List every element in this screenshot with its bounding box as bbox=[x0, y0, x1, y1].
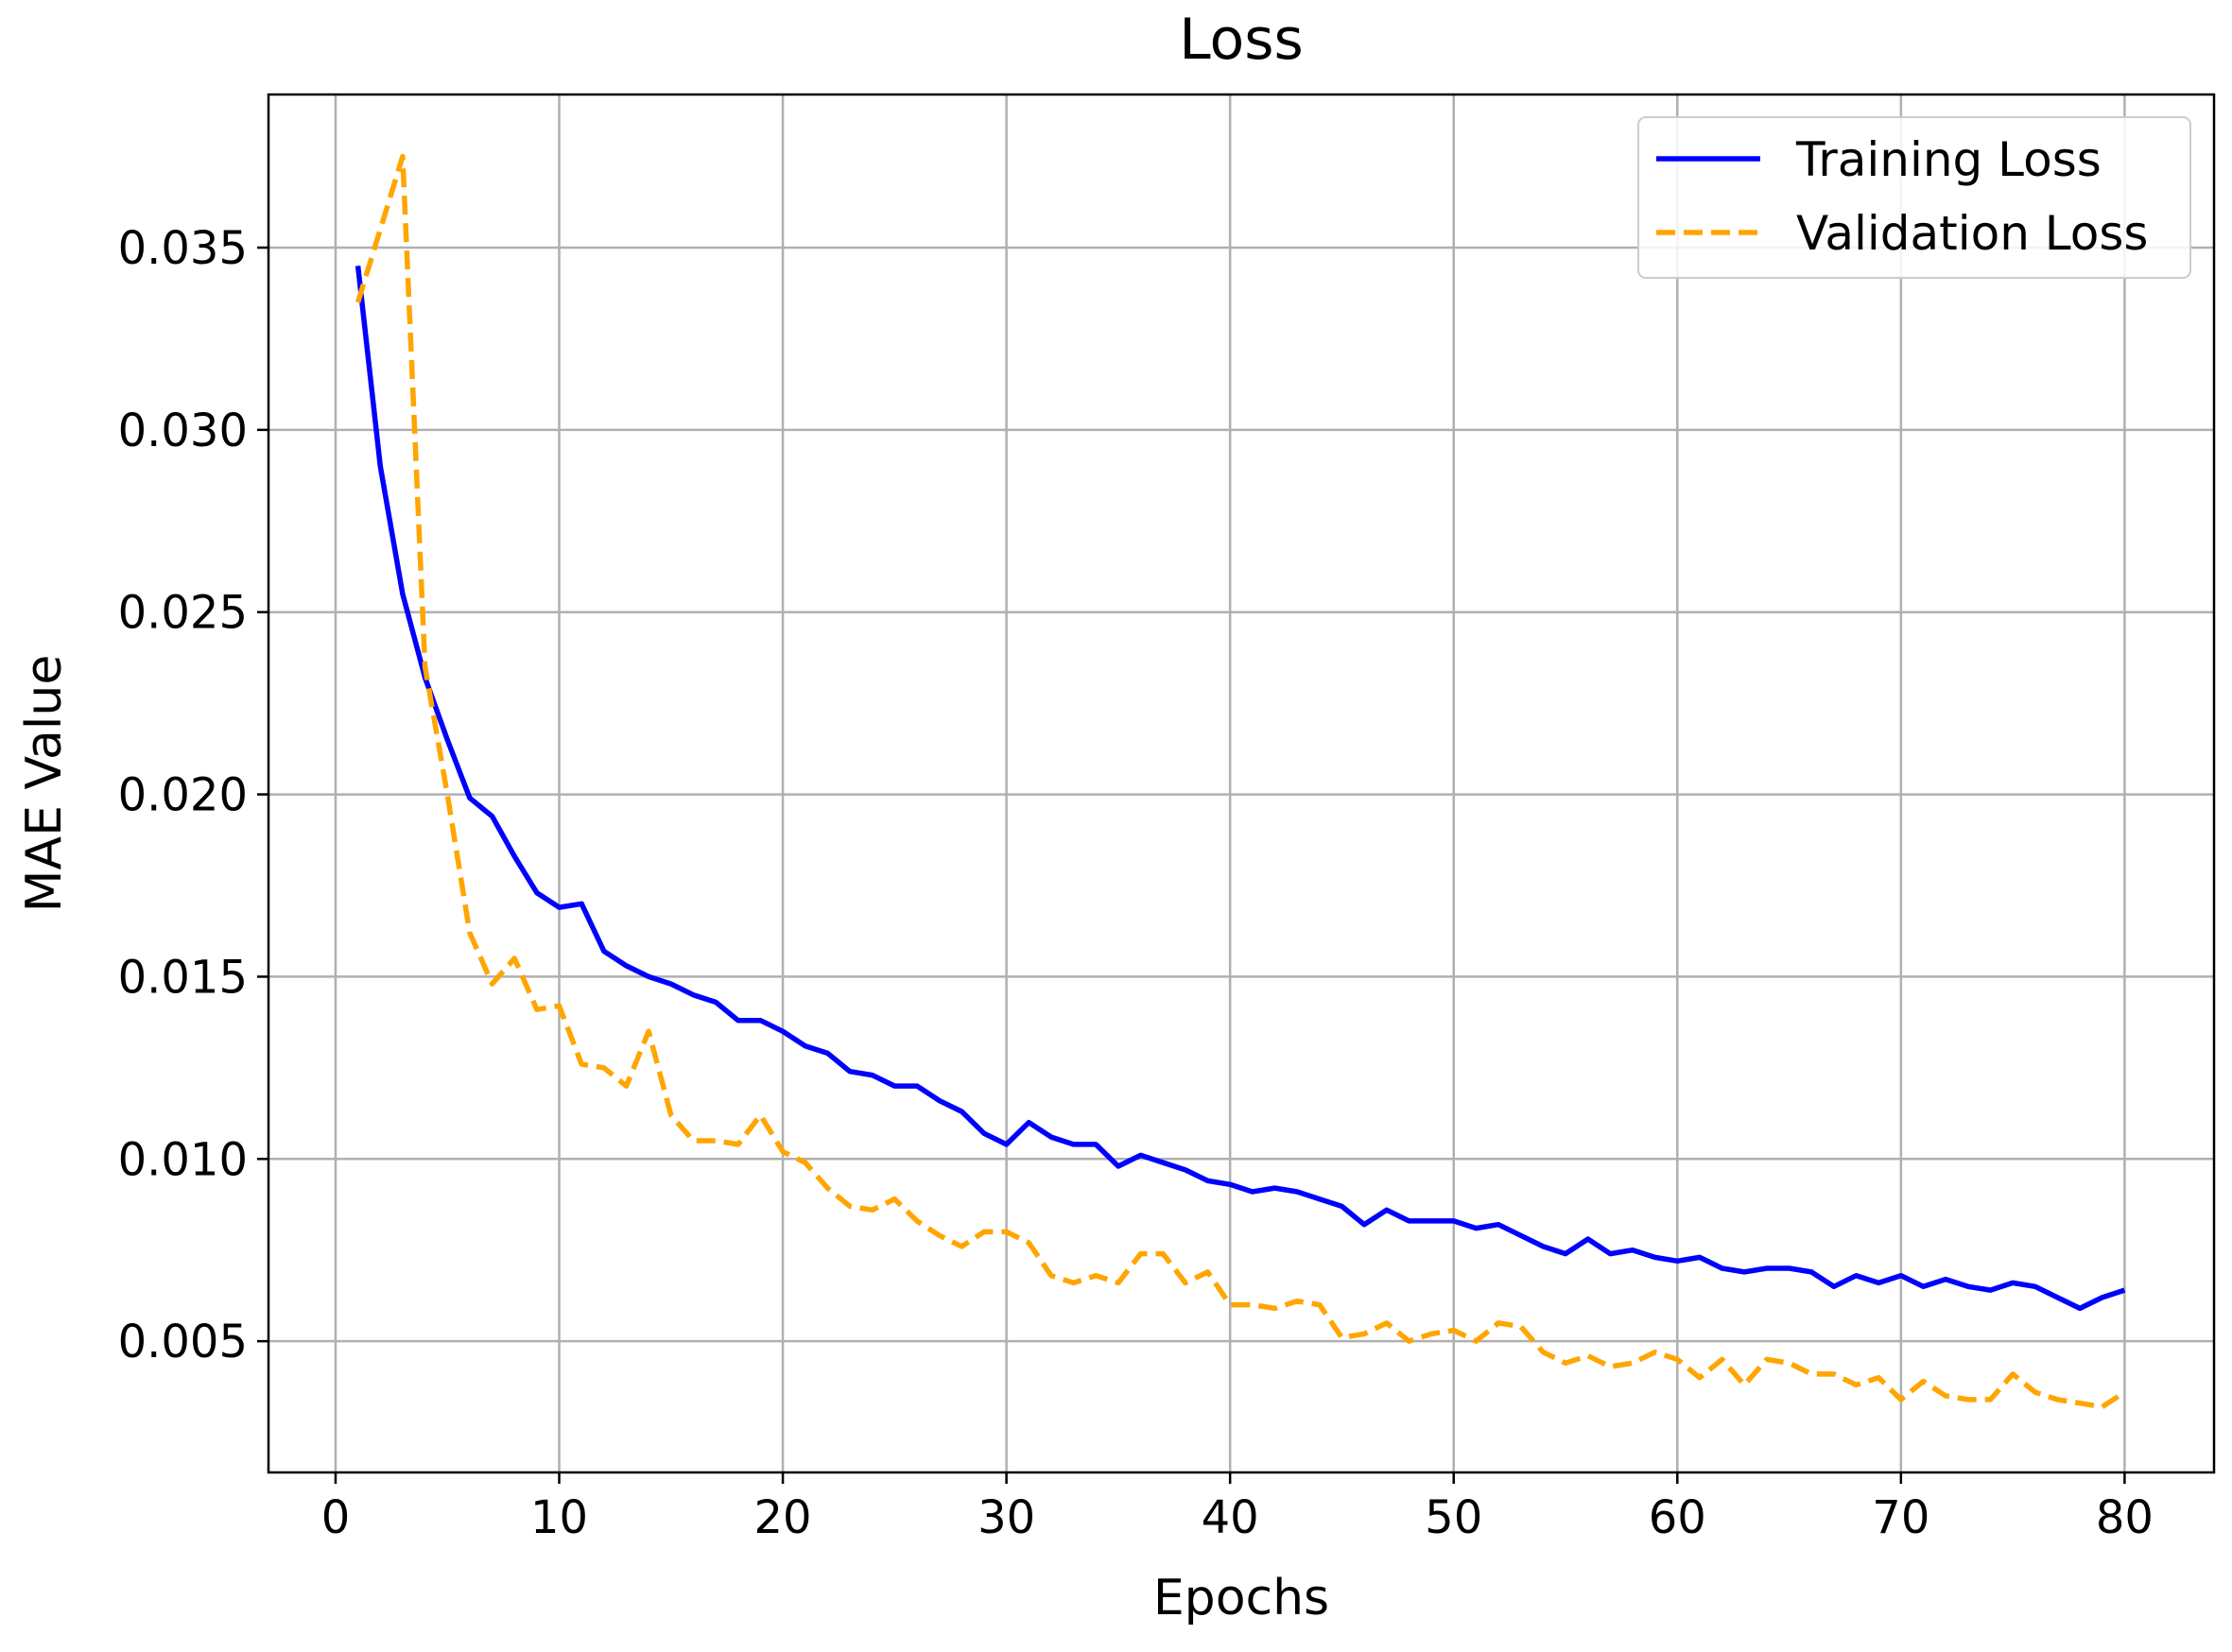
validation-loss-line bbox=[355, 153, 2126, 1410]
y-tick-label: 0.025 bbox=[118, 587, 248, 640]
plot-frame bbox=[267, 93, 2216, 1474]
legend-label-training-loss: Training Loss bbox=[1795, 132, 2102, 187]
x-tick-label: 80 bbox=[2096, 1491, 2154, 1544]
legend: Training Loss Validation Loss bbox=[1637, 116, 2191, 279]
y-tick-label: 0.015 bbox=[118, 951, 248, 1004]
y-tick-label: 0.005 bbox=[118, 1316, 248, 1368]
y-tick-label: 0.020 bbox=[118, 769, 248, 822]
x-tick-label: 10 bbox=[530, 1491, 588, 1544]
legend-box bbox=[1637, 116, 2191, 279]
x-axis-title: Epochs bbox=[1153, 1570, 1329, 1626]
y-axis-title: MAE Value bbox=[16, 655, 73, 913]
y-tick-label: 0.010 bbox=[118, 1133, 248, 1186]
y-tick-label: 0.030 bbox=[118, 404, 248, 457]
x-tick-label: 20 bbox=[754, 1491, 812, 1544]
legend-label-validation-loss: Validation Loss bbox=[1796, 206, 2148, 261]
x-tick-label: 30 bbox=[978, 1491, 1035, 1544]
x-tick-label: 70 bbox=[1872, 1491, 1929, 1544]
y-tick-label: 0.035 bbox=[118, 222, 248, 275]
x-tick-label: 0 bbox=[321, 1491, 351, 1544]
x-tick-label: 50 bbox=[1425, 1491, 1482, 1544]
series-lines bbox=[355, 153, 2126, 1410]
training-loss-line bbox=[355, 265, 2126, 1312]
axis-ticks: 0 10 20 30 40 50 60 70 80 0.005 0.010 0.015 0.020 0.0… bbox=[118, 222, 2154, 1544]
grid-lines bbox=[268, 95, 2214, 1472]
chart-title: Loss bbox=[1179, 7, 1304, 73]
x-tick-label: 60 bbox=[1649, 1491, 1706, 1544]
x-tick-label: 40 bbox=[1202, 1491, 1259, 1544]
